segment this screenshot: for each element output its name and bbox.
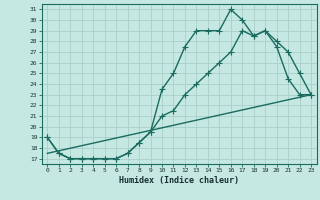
X-axis label: Humidex (Indice chaleur): Humidex (Indice chaleur)	[119, 176, 239, 185]
